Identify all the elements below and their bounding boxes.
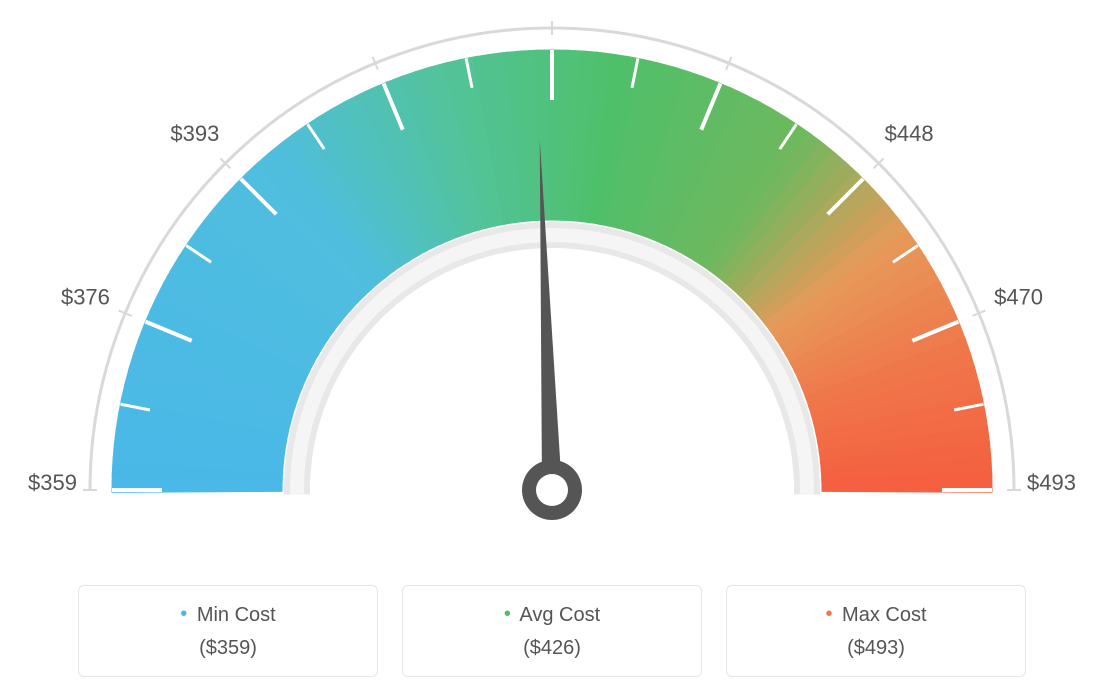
legend-card-avg: • Avg Cost ($426) [402,585,702,677]
svg-text:$493: $493 [1027,470,1076,495]
legend-avg-value: ($426) [403,637,701,660]
legend-min-label: Min Cost [197,604,276,626]
svg-text:$470: $470 [994,285,1043,310]
legend-row: • Min Cost ($359) • Avg Cost ($426) • Ma… [0,585,1104,677]
gauge-area: $359$376$393$426$448$470$493 [0,0,1104,560]
svg-text:$359: $359 [28,470,77,495]
svg-text:$393: $393 [170,121,219,146]
gauge-chart: $359$376$393$426$448$470$493 [0,0,1104,560]
bullet-icon: • [180,603,187,625]
bullet-icon: • [504,603,511,625]
legend-min-value: ($359) [79,637,377,660]
legend-avg-label: Avg Cost [519,604,600,626]
legend-max-title: • Max Cost [727,604,1025,627]
legend-card-min: • Min Cost ($359) [78,585,378,677]
cost-gauge-widget: $359$376$393$426$448$470$493 • Min Cost … [0,0,1104,690]
svg-text:$448: $448 [885,121,934,146]
bullet-icon: • [825,603,832,625]
legend-min-title: • Min Cost [79,604,377,627]
svg-text:$376: $376 [61,285,110,310]
legend-avg-title: • Avg Cost [403,604,701,627]
legend-max-value: ($493) [727,637,1025,660]
legend-max-label: Max Cost [842,604,926,626]
legend-card-max: • Max Cost ($493) [726,585,1026,677]
